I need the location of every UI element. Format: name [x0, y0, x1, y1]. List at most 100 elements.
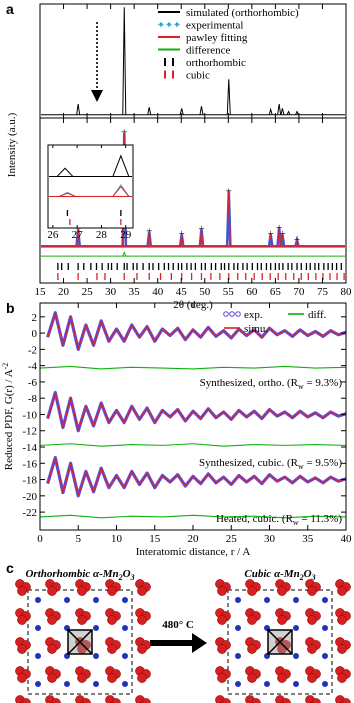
manganese-atom [122, 625, 128, 631]
oxygen-atom [107, 673, 117, 683]
oxygen-atom [17, 586, 27, 596]
x-tick-label: 80 [341, 286, 353, 298]
y-tick-label: -18 [22, 475, 37, 487]
manganese-atom [264, 597, 270, 603]
arrow-annotation [91, 22, 103, 102]
peak [199, 229, 204, 247]
legend: simulated (orthorhombic)experimentalpawl… [158, 7, 299, 82]
oxygen-atom [247, 644, 257, 654]
peak [122, 251, 127, 257]
structure-title-part: 2 [299, 573, 304, 582]
oxygen-atom [307, 615, 317, 625]
annotation-part: = 9.3%) [304, 377, 343, 389]
oxygen-atom [107, 615, 117, 625]
peak [294, 238, 300, 247]
oxygen-atom [221, 698, 231, 703]
peak [286, 110, 291, 115]
arrow-label: 480° C [162, 619, 194, 631]
x-tick-label: 0 [37, 533, 43, 545]
oxygen-atom [47, 615, 57, 625]
x-tick-label: 75 [317, 286, 329, 298]
y-axis-label-part: Reduced PDF, G(r) / A [3, 369, 15, 470]
oxygen-atom [137, 586, 147, 596]
panel-label: c [6, 560, 14, 576]
peak [179, 234, 184, 247]
annotation: Synthesized, ortho. (Rw = 9.3%) [200, 377, 343, 391]
oxygen-atom [247, 586, 257, 596]
peak [112, 185, 130, 197]
oxygen-atom [137, 644, 147, 654]
manganese-atom [35, 681, 41, 687]
peak [147, 107, 152, 115]
legend-marker [235, 311, 241, 317]
structure-title: Orthorhombic α-Mn2O3 [25, 568, 134, 582]
manganese-atom [293, 625, 299, 631]
axes-frame [39, 117, 347, 284]
manganese-atom [93, 653, 99, 659]
y-axis-label: Intensity (a.u.) [6, 112, 18, 177]
polyhedron [267, 629, 293, 655]
legend-label: cubic [186, 70, 210, 82]
manganese-atom [64, 597, 70, 603]
x-tick-label: 10 [111, 533, 123, 545]
oxygen-atom [307, 673, 317, 683]
oxygen-atom [307, 644, 317, 654]
peak [59, 192, 76, 197]
manganese-atom [35, 653, 41, 659]
legend-label: experimental [186, 20, 243, 32]
y-tick-label: -16 [22, 458, 37, 470]
manganese-atom [35, 597, 41, 603]
oxygen-atom [107, 586, 117, 596]
x-tick-label: 29 [120, 229, 132, 241]
oxygen-atom [77, 586, 87, 596]
x-tick-label: 5 [76, 533, 82, 545]
oxygen-atom [277, 673, 287, 683]
curve [47, 313, 347, 350]
series [41, 7, 345, 116]
manganese-atom [293, 653, 299, 659]
panel-label: b [6, 300, 15, 316]
legend-marker [229, 311, 235, 317]
oxygen-atom [277, 615, 287, 625]
series [49, 154, 132, 178]
oxygen-atom [311, 698, 321, 703]
oxygen-atom [307, 586, 317, 596]
legend-label: diff. [308, 309, 327, 321]
structure-title: Cubic α-Mn2O3 [244, 568, 315, 582]
legend-label: simulated (orthorhombic) [186, 7, 299, 19]
x-tick-label: 50 [199, 286, 211, 298]
oxygen-atom [217, 615, 227, 625]
peak [280, 234, 285, 247]
x-axis-label: Interatomic distance, r / A [136, 546, 251, 558]
oxygen-atom [247, 673, 257, 683]
x-tick-label: 25 [226, 533, 238, 545]
y-tick-label: -14 [22, 442, 37, 454]
peak [56, 167, 74, 177]
axes-frame [47, 144, 134, 229]
legend-marker [223, 311, 229, 317]
peak [147, 231, 152, 247]
axes-frame [39, 302, 347, 531]
oxygen-atom [81, 698, 91, 703]
structure-title-part: 3 [311, 573, 316, 582]
manganese-atom [122, 653, 128, 659]
annotation-part: Synthesized, ortho. (R [200, 377, 299, 389]
oxygen-atom [337, 644, 347, 654]
curve [47, 392, 347, 431]
manganese-atom [122, 681, 128, 687]
manganese-atom [322, 653, 328, 659]
peak [76, 229, 81, 247]
y-tick-label: -8 [28, 393, 38, 405]
annotation-part: w [298, 382, 304, 391]
annotation: Synthesized, cubic. (Rw = 9.5%) [199, 457, 342, 471]
legend-label: orthorhombic [186, 57, 246, 69]
peak [76, 103, 81, 115]
manganese-atom [235, 681, 241, 687]
oxygen-atom [277, 586, 287, 596]
oxygen-atom [281, 698, 291, 703]
oxygen-atom [17, 644, 27, 654]
x-tick-label: 28 [96, 229, 108, 241]
peak [226, 191, 231, 247]
oxygen-atom [141, 698, 151, 703]
legend-marker [174, 21, 180, 28]
